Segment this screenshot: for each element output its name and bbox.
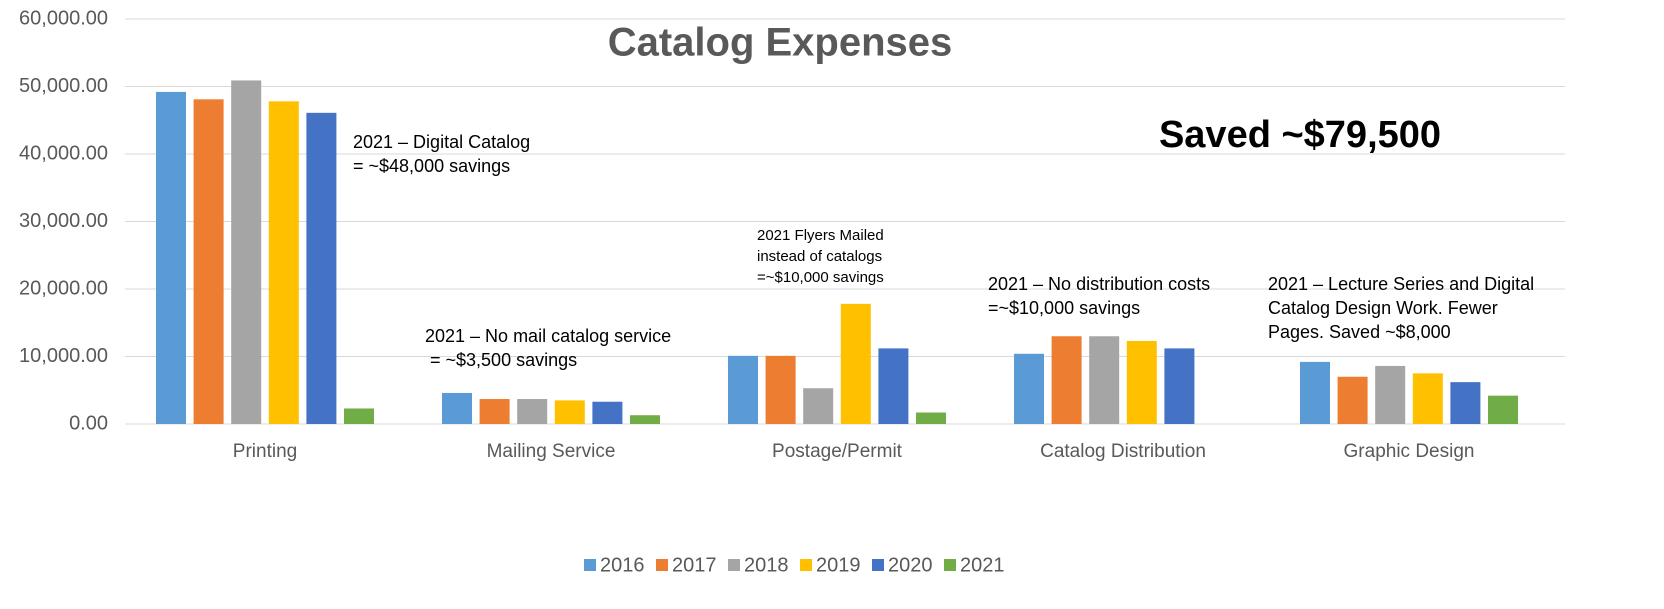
- legend-swatch: [944, 559, 956, 571]
- y-tick-label: 10,000.00: [19, 345, 108, 367]
- bar: [231, 80, 262, 425]
- bar: [1488, 395, 1518, 424]
- legend-swatch: [800, 559, 812, 571]
- x-tick-label: Postage/Permit: [772, 441, 903, 462]
- annotation: 2021 – No distribution costs: [988, 274, 1210, 294]
- bar: [630, 415, 660, 424]
- annotation: 2021 Flyers Mailed: [757, 227, 884, 244]
- y-tick-label: 60,000.00: [19, 7, 108, 29]
- bar: [1014, 353, 1044, 424]
- bar: [592, 401, 623, 424]
- bar: [306, 112, 337, 424]
- legend-label: 2017: [672, 554, 717, 576]
- legend-label: 2016: [600, 554, 645, 576]
- annotation: instead of catalogs: [757, 248, 882, 265]
- y-tick-label: 0.00: [69, 412, 108, 434]
- bar: [1337, 376, 1368, 424]
- legend-swatch: [728, 559, 740, 571]
- annotation: 2021 – No mail catalog service: [425, 326, 671, 346]
- bar: [442, 392, 472, 424]
- annotation: = ~$3,500 savings: [425, 350, 577, 370]
- annotation: Catalog Design Work. Fewer: [1268, 298, 1498, 318]
- bar: [1164, 348, 1195, 424]
- legend-swatch: [584, 559, 596, 571]
- bar: [878, 348, 909, 424]
- bar: [1375, 365, 1406, 424]
- bar: [1051, 336, 1082, 424]
- annotation: =~$10,000 savings: [988, 298, 1140, 318]
- annotation: =~$10,000 savings: [757, 269, 884, 286]
- y-tick-label: 30,000.00: [19, 210, 108, 232]
- bar: [765, 355, 796, 424]
- x-tick-label: Catalog Distribution: [1040, 441, 1206, 462]
- bar: [1300, 361, 1330, 424]
- annotation: = ~$48,000 savings: [353, 156, 510, 176]
- legend-label: 2020: [888, 554, 933, 576]
- legend-label: 2019: [816, 554, 861, 576]
- legend-swatch: [872, 559, 884, 571]
- bar: [916, 412, 946, 424]
- bar: [728, 355, 758, 424]
- x-tick-label: Mailing Service: [487, 441, 616, 462]
- annotation: 2021 – Lecture Series and Digital: [1268, 274, 1534, 294]
- legend-swatch: [656, 559, 668, 571]
- legend-label: 2018: [744, 554, 789, 576]
- bar: [479, 399, 510, 424]
- y-tick-label: 40,000.00: [19, 142, 108, 164]
- x-tick-label: Graphic Design: [1344, 441, 1475, 462]
- y-tick-label: 20,000.00: [19, 277, 108, 299]
- bar: [156, 91, 186, 425]
- annotation: 2021 – Digital Catalog: [353, 132, 530, 152]
- bar: [517, 399, 548, 424]
- bar: [1412, 373, 1443, 424]
- y-tick-label: 50,000.00: [19, 75, 108, 97]
- chart-title: Catalog Expenses: [608, 21, 953, 65]
- bar: [554, 400, 585, 424]
- bar: [1126, 340, 1157, 424]
- headline: Saved ~$79,500: [1159, 114, 1441, 156]
- bar: [1450, 382, 1481, 424]
- bar: [803, 388, 834, 424]
- x-tick-label: Printing: [233, 441, 297, 462]
- bar: [193, 99, 224, 424]
- bar: [268, 101, 299, 424]
- legend-label: 2021: [960, 554, 1005, 576]
- bar: [840, 303, 871, 424]
- bar: [1089, 336, 1120, 424]
- bar: [344, 408, 374, 424]
- annotation: Pages. Saved ~$8,000: [1268, 322, 1451, 342]
